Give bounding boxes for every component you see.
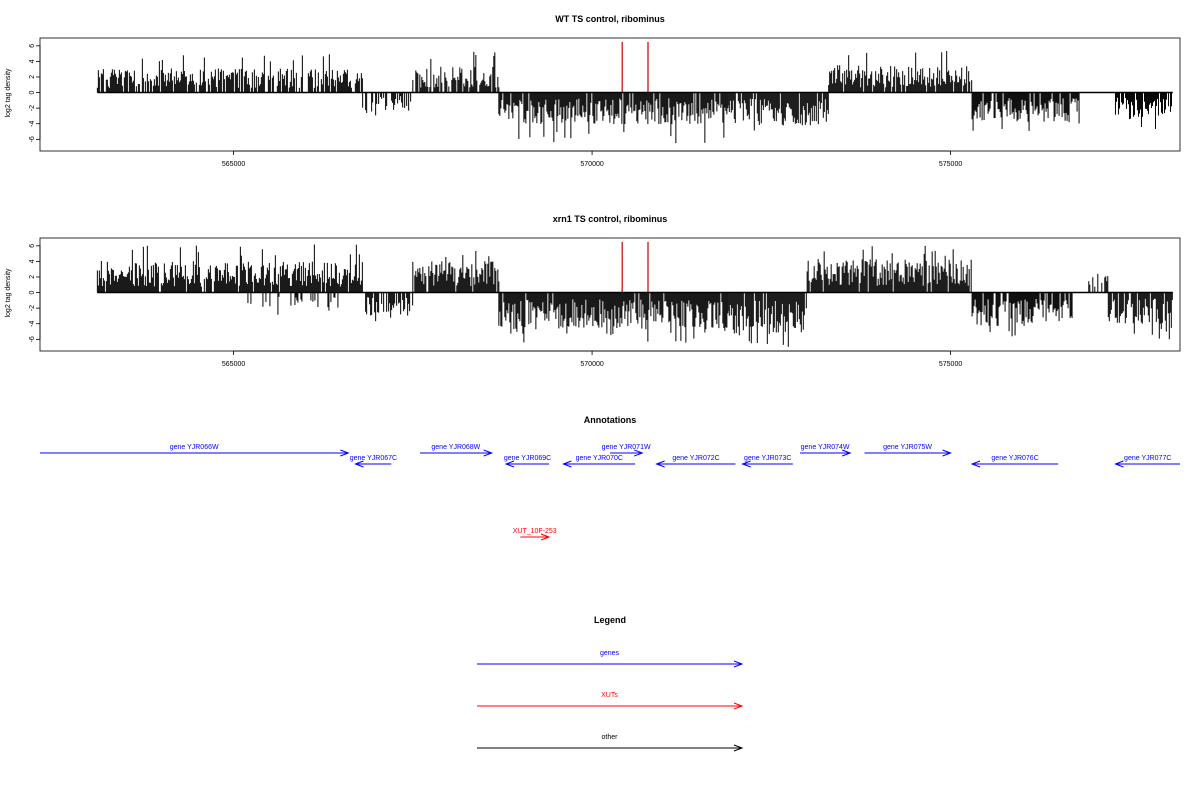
bars-group <box>96 244 1173 347</box>
xut-arrowhead <box>540 533 551 541</box>
y-tick-label: -4 <box>29 121 36 127</box>
gene-label: gene YJR072C <box>672 455 719 462</box>
y-tick-label: 2 <box>29 75 36 79</box>
annotation-items: gene YJR066W gene YJR067C gene YJR068W gene… <box>40 444 1180 541</box>
gene-arrowhead <box>655 460 665 468</box>
legend-items: genes XUTs other <box>477 650 744 752</box>
legend-label: genes <box>600 650 620 657</box>
gene-label: gene YJR069C <box>504 455 551 462</box>
x-tick-label: 575000 <box>939 161 962 168</box>
gene-arrowhead <box>340 449 350 457</box>
legend-arrowhead <box>733 744 744 752</box>
y-tick-label: 0 <box>29 91 36 95</box>
x-tick-label: 570000 <box>580 161 603 168</box>
xut-label: XUT_10F-253 <box>513 528 557 535</box>
y-tick-label: 6 <box>29 244 36 248</box>
gene-label: gene YJR076C <box>991 455 1038 462</box>
y-axis: -6 -4 -2 0 2 4 6 <box>29 244 41 342</box>
x-tick-label: 565000 <box>222 161 245 168</box>
gene-arrowhead <box>504 460 515 468</box>
x-tick-label: 565000 <box>222 361 245 368</box>
y-tick-label: -2 <box>29 105 36 111</box>
gene-label: gene YJR077C <box>1124 455 1171 462</box>
gene-arrowhead <box>634 449 644 457</box>
highlight-group <box>621 41 649 93</box>
x-tick-label: 570000 <box>580 361 603 368</box>
gene-label: gene YJR070C <box>576 455 623 462</box>
x-axis: 565000 570000 575000 <box>222 150 962 168</box>
legend-label: XUTs <box>601 692 618 699</box>
legend-title: Legend <box>594 615 626 625</box>
y-tick-label: -6 <box>29 136 36 142</box>
legend-label: other <box>602 734 619 741</box>
y-tick-label: 2 <box>29 275 36 279</box>
panel-title: xrn1 TS control, ribominus <box>553 214 668 224</box>
y-axis: -6 -4 -2 0 2 4 6 <box>29 44 41 142</box>
bars-group <box>96 51 1172 144</box>
y-tick-label: 6 <box>29 44 36 48</box>
y-axis-label: log2 tag density <box>5 268 12 318</box>
legend-arrowhead <box>733 702 744 710</box>
panel-title: WT TS control, ribominus <box>555 14 665 24</box>
gene-label: gene YJR066W <box>170 444 219 451</box>
gene-label: gene YJR067C <box>350 455 397 462</box>
y-tick-label: -6 <box>29 336 36 342</box>
gene-arrowhead <box>354 460 364 468</box>
x-tick-label: 575000 <box>939 361 962 368</box>
gene-label: gene YJR073C <box>744 455 791 462</box>
gene-label: gene YJR071W <box>602 444 651 451</box>
annotations-title: Annotations <box>584 415 637 425</box>
y-tick-label: 4 <box>29 59 36 63</box>
gene-label: gene YJR068W <box>431 444 480 451</box>
gene-label: gene YJR075W <box>883 444 932 451</box>
y-tick-label: -2 <box>29 305 36 311</box>
gene-arrowhead <box>970 460 981 468</box>
coverage-panel-wt: WT TS control, ribominus log2 tag densit… <box>5 14 1181 168</box>
y-axis-label: log2 tag density <box>5 68 12 118</box>
gene-arrowhead <box>942 449 952 457</box>
y-tick-label: -4 <box>29 321 36 327</box>
gene-label: gene YJR074W <box>801 444 850 451</box>
y-tick-label: 4 <box>29 259 36 263</box>
y-tick-label: 0 <box>29 291 36 295</box>
gene-arrowhead <box>741 460 751 468</box>
gene-arrowhead <box>842 449 852 457</box>
highlight-group <box>621 241 649 293</box>
gene-arrowhead <box>1114 460 1124 468</box>
x-axis: 565000 570000 575000 <box>222 350 962 368</box>
gene-arrowhead <box>483 449 494 457</box>
coverage-panel-xrn1: xrn1 TS control, ribominus log2 tag dens… <box>5 214 1181 368</box>
legend: Legend genes XUTs other <box>477 615 744 752</box>
legend-arrowhead <box>733 660 744 668</box>
gene-arrowhead <box>561 460 572 468</box>
